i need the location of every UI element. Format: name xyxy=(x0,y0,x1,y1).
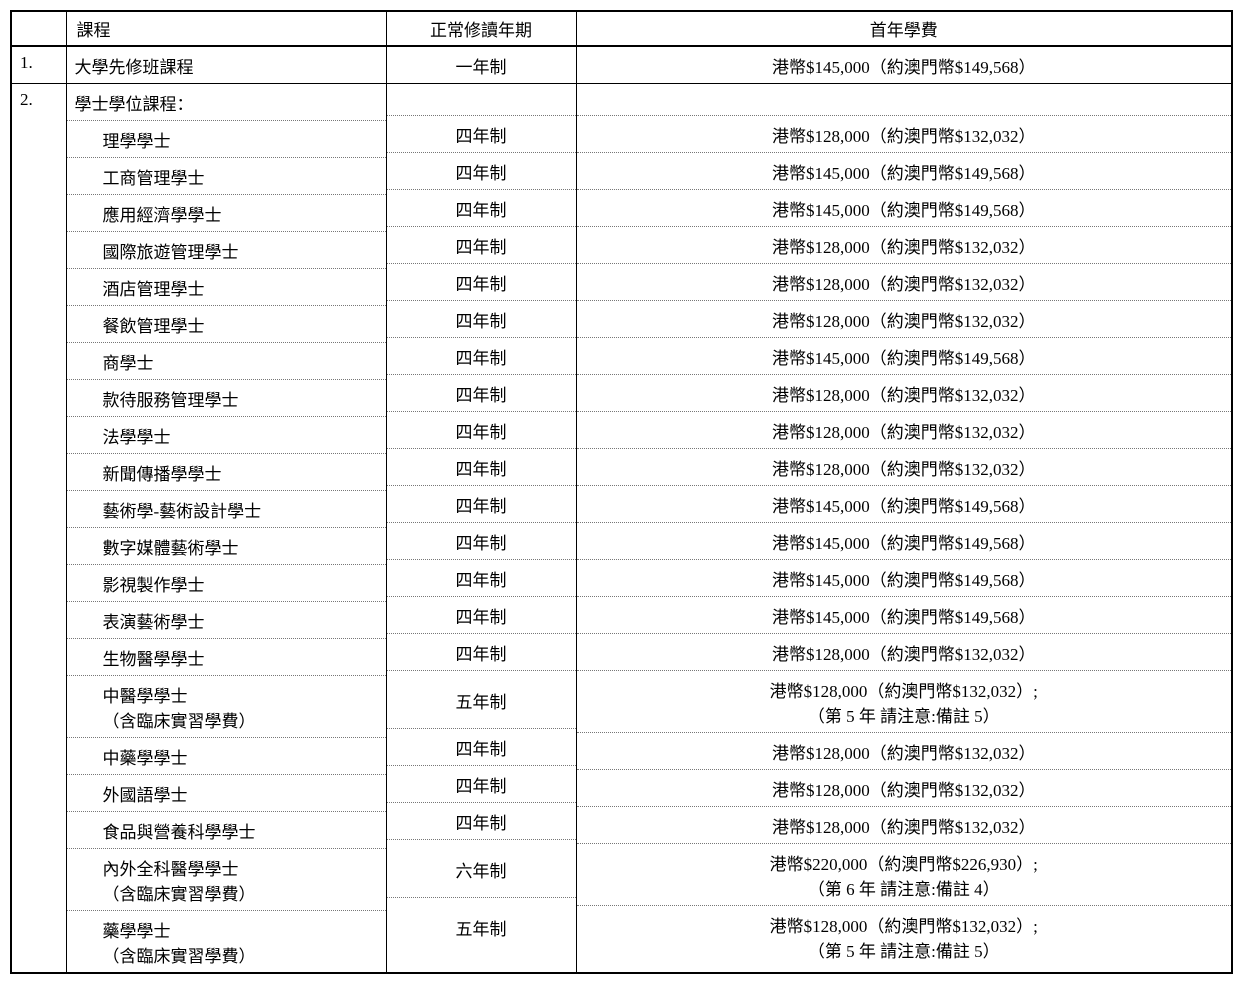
duration-value: 四年制 xyxy=(387,301,576,338)
course-name: 數字媒體藝術學士 xyxy=(67,528,386,565)
course-name: 外國語學士 xyxy=(67,775,386,812)
section-1-row: 1. 大學先修班課程 一年制 港幣$145,000（約澳門幣$149,568） xyxy=(11,46,1232,84)
header-row: 課程 正常修讀年期 首年學費 xyxy=(11,11,1232,46)
fee-value: 港幣$145,000（約澳門幣$149,568） xyxy=(577,47,1232,83)
duration-value: 五年制 xyxy=(387,671,576,729)
section-2-durations: 四年制四年制四年制四年制四年制四年制四年制四年制四年制四年制四年制四年制四年制四… xyxy=(387,84,576,956)
header-fee: 首年學費 xyxy=(576,11,1232,46)
duration-value: 四年制 xyxy=(387,190,576,227)
duration-value: 四年制 xyxy=(387,375,576,412)
fee-value: 港幣$145,000（約澳門幣$149,568） xyxy=(577,190,1232,227)
fee-value: 港幣$128,000（約澳門幣$132,032） xyxy=(577,770,1232,807)
fee-value: 港幣$128,000（約澳門幣$132,032）;（第 5 年 請注意:備註 5… xyxy=(577,906,1232,968)
fee-value: 港幣$128,000（約澳門幣$132,032） xyxy=(577,412,1232,449)
tuition-table: 課程 正常修讀年期 首年學費 1. 大學先修班課程 一年制 港幣$14 xyxy=(10,10,1233,974)
duration-value: 四年制 xyxy=(387,264,576,301)
fee-value: 港幣$128,000（約澳門幣$132,032） xyxy=(577,733,1232,770)
section-2-courses: 學士學位課程：理學學士工商管理學士應用經濟學學士國際旅遊管理學士酒店管理學士餐飲… xyxy=(67,84,386,972)
duration-value: 四年制 xyxy=(387,597,576,634)
duration-value: 四年制 xyxy=(387,766,576,803)
fee-value: 港幣$128,000（約澳門幣$132,032） xyxy=(577,116,1232,153)
header-course: 課程 xyxy=(66,11,386,46)
course-name: 應用經濟學學士 xyxy=(67,195,386,232)
fee-value: 港幣$145,000（約澳門幣$149,568） xyxy=(577,523,1232,560)
fee-value: 港幣$128,000（約澳門幣$132,032） xyxy=(577,807,1232,844)
fee-value: 港幣$128,000（約澳門幣$132,032） xyxy=(577,227,1232,264)
fee-value: 港幣$145,000（約澳門幣$149,568） xyxy=(577,338,1232,375)
duration-value: 四年制 xyxy=(387,449,576,486)
fee-value: 港幣$128,000（約澳門幣$132,032） xyxy=(577,375,1232,412)
section-1-durations: 一年制 xyxy=(387,47,576,83)
fee-value: 港幣$145,000（約澳門幣$149,568） xyxy=(577,560,1232,597)
course-name: 理學學士 xyxy=(67,121,386,158)
course-name: 影視製作學士 xyxy=(67,565,386,602)
course-name: 表演藝術學士 xyxy=(67,602,386,639)
fee-value: 港幣$128,000（約澳門幣$132,032）;（第 5 年 請注意:備註 5… xyxy=(577,671,1232,733)
course-name: 餐飲管理學士 xyxy=(67,306,386,343)
course-name: 食品與營養科學學士 xyxy=(67,812,386,849)
duration-value: 四年制 xyxy=(387,116,576,153)
course-name: 國際旅遊管理學士 xyxy=(67,232,386,269)
section-2-num: 2. xyxy=(12,84,66,115)
fee-value: 港幣$128,000（約澳門幣$132,032） xyxy=(577,634,1232,671)
duration-value: 一年制 xyxy=(387,47,576,83)
fee-value: 港幣$145,000（約澳門幣$149,568） xyxy=(577,486,1232,523)
course-name: 藥學學士（含臨床實習學費） xyxy=(67,911,386,973)
course-name: 生物醫學學士 xyxy=(67,639,386,676)
course-name: 內外全科醫學學士（含臨床實習學費） xyxy=(67,849,386,911)
course-name: 商學士 xyxy=(67,343,386,380)
section-2-row: 2. 學士學位課程：理學學士工商管理學士應用經濟學學士國際旅遊管理學士酒店管理學… xyxy=(11,84,1232,974)
duration-value: 四年制 xyxy=(387,634,576,671)
empty-cell xyxy=(387,84,576,116)
fee-value: 港幣$128,000（約澳門幣$132,032） xyxy=(577,449,1232,486)
duration-value: 四年制 xyxy=(387,523,576,560)
fee-value: 港幣$220,000（約澳門幣$226,930）;（第 6 年 請注意:備註 4… xyxy=(577,844,1232,906)
duration-value: 四年制 xyxy=(387,486,576,523)
course-name: 工商管理學士 xyxy=(67,158,386,195)
section-1-fees: 港幣$145,000（約澳門幣$149,568） xyxy=(577,47,1232,83)
fee-value: 港幣$128,000（約澳門幣$132,032） xyxy=(577,264,1232,301)
course-name: 大學先修班課程 xyxy=(67,47,386,83)
empty-cell xyxy=(577,84,1232,116)
duration-value: 六年制 xyxy=(387,840,576,898)
header-num xyxy=(11,11,66,46)
duration-value: 四年制 xyxy=(387,412,576,449)
duration-value: 五年制 xyxy=(387,898,576,956)
course-name: 中醫學學士（含臨床實習學費） xyxy=(67,676,386,738)
course-name: 新聞傳播學學士 xyxy=(67,454,386,491)
course-name: 藝術學-藝術設計學士 xyxy=(67,491,386,528)
course-name: 法學學士 xyxy=(67,417,386,454)
section-1-num: 1. xyxy=(12,47,66,78)
duration-value: 四年制 xyxy=(387,803,576,840)
course-name: 酒店管理學士 xyxy=(67,269,386,306)
fee-value: 港幣$145,000（約澳門幣$149,568） xyxy=(577,153,1232,190)
section-2-fees: 港幣$128,000（約澳門幣$132,032）港幣$145,000（約澳門幣$… xyxy=(577,84,1232,967)
duration-value: 四年制 xyxy=(387,338,576,375)
course-name: 款待服務管理學士 xyxy=(67,380,386,417)
course-name: 中藥學學士 xyxy=(67,738,386,775)
fee-value: 港幣$145,000（約澳門幣$149,568） xyxy=(577,597,1232,634)
duration-value: 四年制 xyxy=(387,560,576,597)
duration-value: 四年制 xyxy=(387,729,576,766)
header-duration: 正常修讀年期 xyxy=(386,11,576,46)
section-1-courses: 大學先修班課程 xyxy=(67,47,386,83)
duration-value: 四年制 xyxy=(387,153,576,190)
fee-value: 港幣$128,000（約澳門幣$132,032） xyxy=(577,301,1232,338)
section-2-heading: 學士學位課程： xyxy=(67,84,386,121)
duration-value: 四年制 xyxy=(387,227,576,264)
